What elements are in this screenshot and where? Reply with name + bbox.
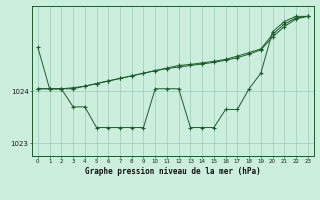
X-axis label: Graphe pression niveau de la mer (hPa): Graphe pression niveau de la mer (hPa) xyxy=(85,167,261,176)
